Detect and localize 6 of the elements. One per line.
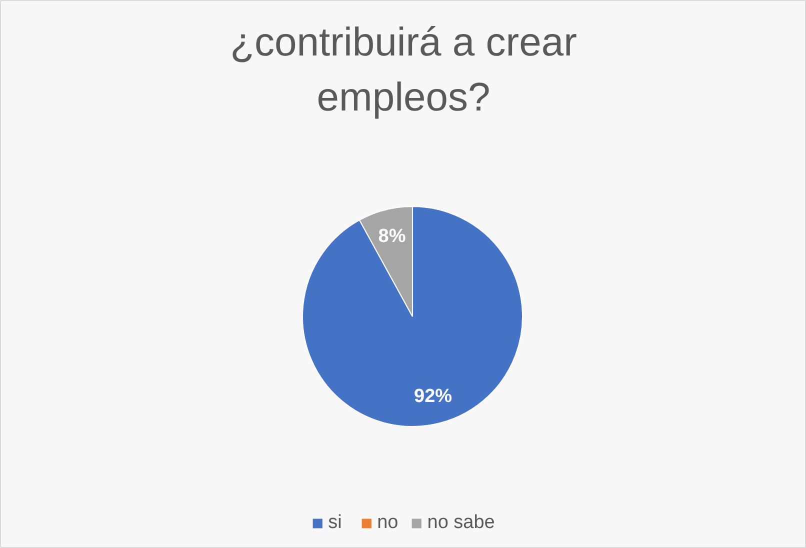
chart-title: ¿contribuirá a crear empleos?	[230, 20, 577, 120]
data-label: 8%	[378, 226, 406, 248]
legend-label: no	[377, 512, 398, 534]
legend-label: no sabe	[427, 512, 495, 534]
legend-label: si	[328, 512, 343, 534]
data-label: 92%	[414, 386, 452, 407]
